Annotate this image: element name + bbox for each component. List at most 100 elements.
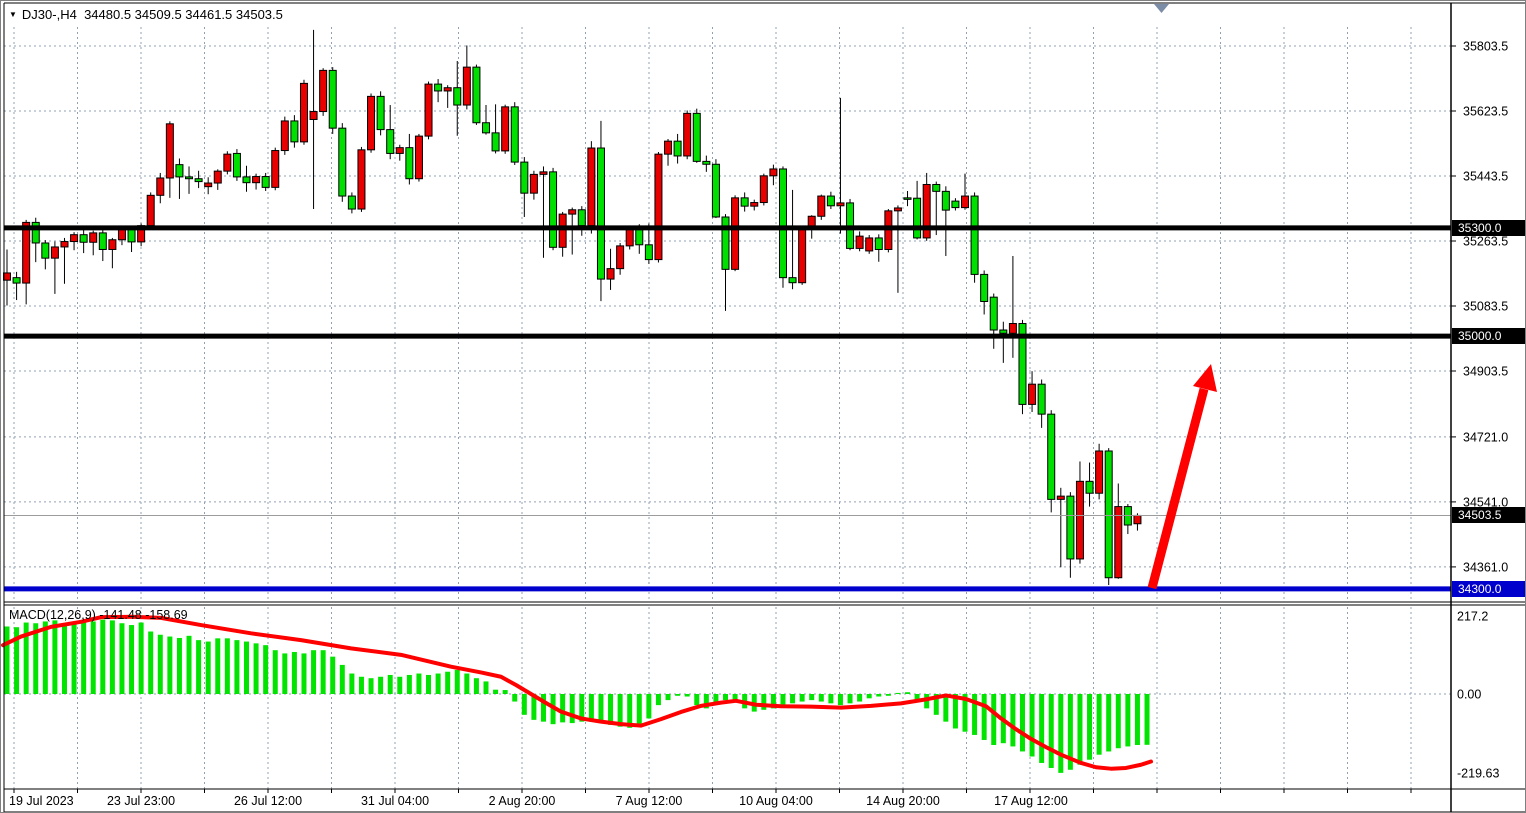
price-tick-label: 35263.5 (1463, 235, 1508, 249)
macd-histogram-bar (1087, 694, 1093, 760)
price-tick-label: 34721.0 (1463, 430, 1508, 444)
candle-body (146, 194, 155, 227)
macd-histogram-bar (387, 674, 393, 694)
candle-body (367, 95, 376, 151)
macd-histogram-bar (378, 676, 384, 694)
macd-histogram-bar (435, 673, 441, 694)
candle-body (788, 277, 797, 284)
macd-histogram-bar (1058, 694, 1064, 773)
candle-body (1028, 383, 1037, 405)
macd-histogram-bar (569, 694, 575, 724)
macd-histogram-bar (502, 690, 508, 694)
macd-histogram-bar (1039, 694, 1045, 763)
macd-histogram-bar (665, 694, 671, 701)
candle-body (798, 228, 807, 284)
candle-body (510, 106, 519, 163)
macd-histogram-bar (1029, 694, 1035, 757)
candle-body (664, 140, 673, 155)
macd-histogram-bar (885, 694, 891, 696)
macd-name: MACD(12,26,9) (9, 608, 96, 622)
price-tick-label: 34903.5 (1463, 365, 1508, 379)
macd-histogram-bar (790, 694, 796, 704)
macd-histogram-bar (368, 678, 374, 694)
candle-body (127, 228, 136, 243)
macd-histogram-bar (617, 694, 623, 727)
macd-scale-label: 0.00 (1457, 688, 1481, 702)
macd-histogram-bar (646, 694, 652, 719)
price-tick-label: 35443.5 (1463, 170, 1508, 184)
candle-body (1037, 383, 1046, 415)
candle-body (836, 202, 845, 207)
candle-body (549, 171, 558, 248)
candle-body (932, 183, 941, 192)
macd-histogram-bar (713, 694, 719, 704)
candle-body (769, 168, 778, 177)
candle-body (989, 296, 998, 331)
candle-body (1056, 495, 1065, 500)
candle-body (156, 177, 165, 196)
candle-body (50, 246, 59, 259)
candle-body (12, 277, 21, 284)
price-tick-label: 34361.0 (1463, 560, 1508, 574)
candle-body (721, 216, 730, 270)
macd-histogram-bar (320, 650, 326, 694)
macd-histogram-bar (531, 694, 537, 720)
macd-histogram-bar (454, 669, 460, 694)
macd-histogram-bar (905, 692, 911, 694)
candle-body (70, 234, 79, 243)
macd-histogram-bar (1019, 694, 1025, 752)
macd-histogram-bar (847, 694, 853, 704)
candle-body (252, 176, 261, 184)
candle-body (108, 239, 117, 250)
candle-body (434, 83, 443, 92)
macd-histogram-bar (684, 694, 690, 697)
macd-histogram-bar (579, 694, 585, 722)
candle-body (635, 228, 644, 246)
macd-histogram-bar (1067, 694, 1073, 770)
macd-histogram-bar (81, 622, 87, 694)
time-axis-label: 17 Aug 12:00 (994, 794, 1068, 808)
time-axis-label: 2 Aug 20:00 (489, 794, 556, 808)
macd-histogram-bar (358, 676, 364, 694)
candle-body (1066, 495, 1075, 560)
time-axis-label: 7 Aug 12:00 (616, 794, 683, 808)
macd-scale-label: -219.63 (1457, 766, 1499, 780)
candle-body (529, 173, 538, 194)
macd-histogram-bar (71, 621, 77, 694)
macd-histogram-bar (933, 694, 939, 715)
macd-histogram-bar (703, 694, 709, 709)
macd-main-value: -141.48 (99, 608, 142, 622)
price-badge-35000.0: 35000.0 (1452, 328, 1525, 345)
macd-histogram-bar (828, 694, 834, 704)
candle-body (290, 120, 299, 143)
macd-histogram-bar (186, 635, 192, 694)
time-axis-label: 14 Aug 20:00 (866, 794, 940, 808)
scroll-to-end-icon[interactable] (1154, 4, 1169, 13)
candle-body (750, 202, 759, 207)
candle-body (711, 163, 720, 218)
chart-title: ▼ DJ30-,H4 34480.5 34509.5 34461.5 34503.… (9, 7, 283, 22)
macd-histogram-bar (866, 694, 872, 699)
macd-histogram-bar (416, 673, 422, 694)
trend-arrow-shaft[interactable] (1147, 387, 1209, 590)
symbol-dropdown-icon[interactable]: ▼ (9, 10, 17, 19)
macd-histogram-bar (608, 694, 614, 725)
ohlc-values: 34480.5 34509.5 34461.5 34503.5 (84, 7, 283, 22)
candle-body (577, 209, 586, 227)
candle-body (587, 147, 596, 227)
macd-histogram-bar (311, 650, 317, 694)
candle-body (683, 112, 692, 157)
candle-body (242, 176, 251, 184)
macd-histogram-bar (473, 678, 479, 694)
macd-indicator-label: MACD(12,26,9) -141.48 -158.69 (9, 608, 188, 622)
macd-histogram-bar (560, 694, 566, 723)
macd-histogram-bar (655, 694, 661, 706)
candle-body (395, 147, 404, 154)
candle-body (405, 147, 414, 180)
candle-body (79, 234, 88, 243)
macd-histogram-bar (445, 671, 451, 694)
macd-histogram-bar (263, 645, 269, 694)
trend-arrow-head[interactable] (1193, 364, 1217, 392)
time-axis-label: 19 Jul 2023 (9, 794, 74, 808)
